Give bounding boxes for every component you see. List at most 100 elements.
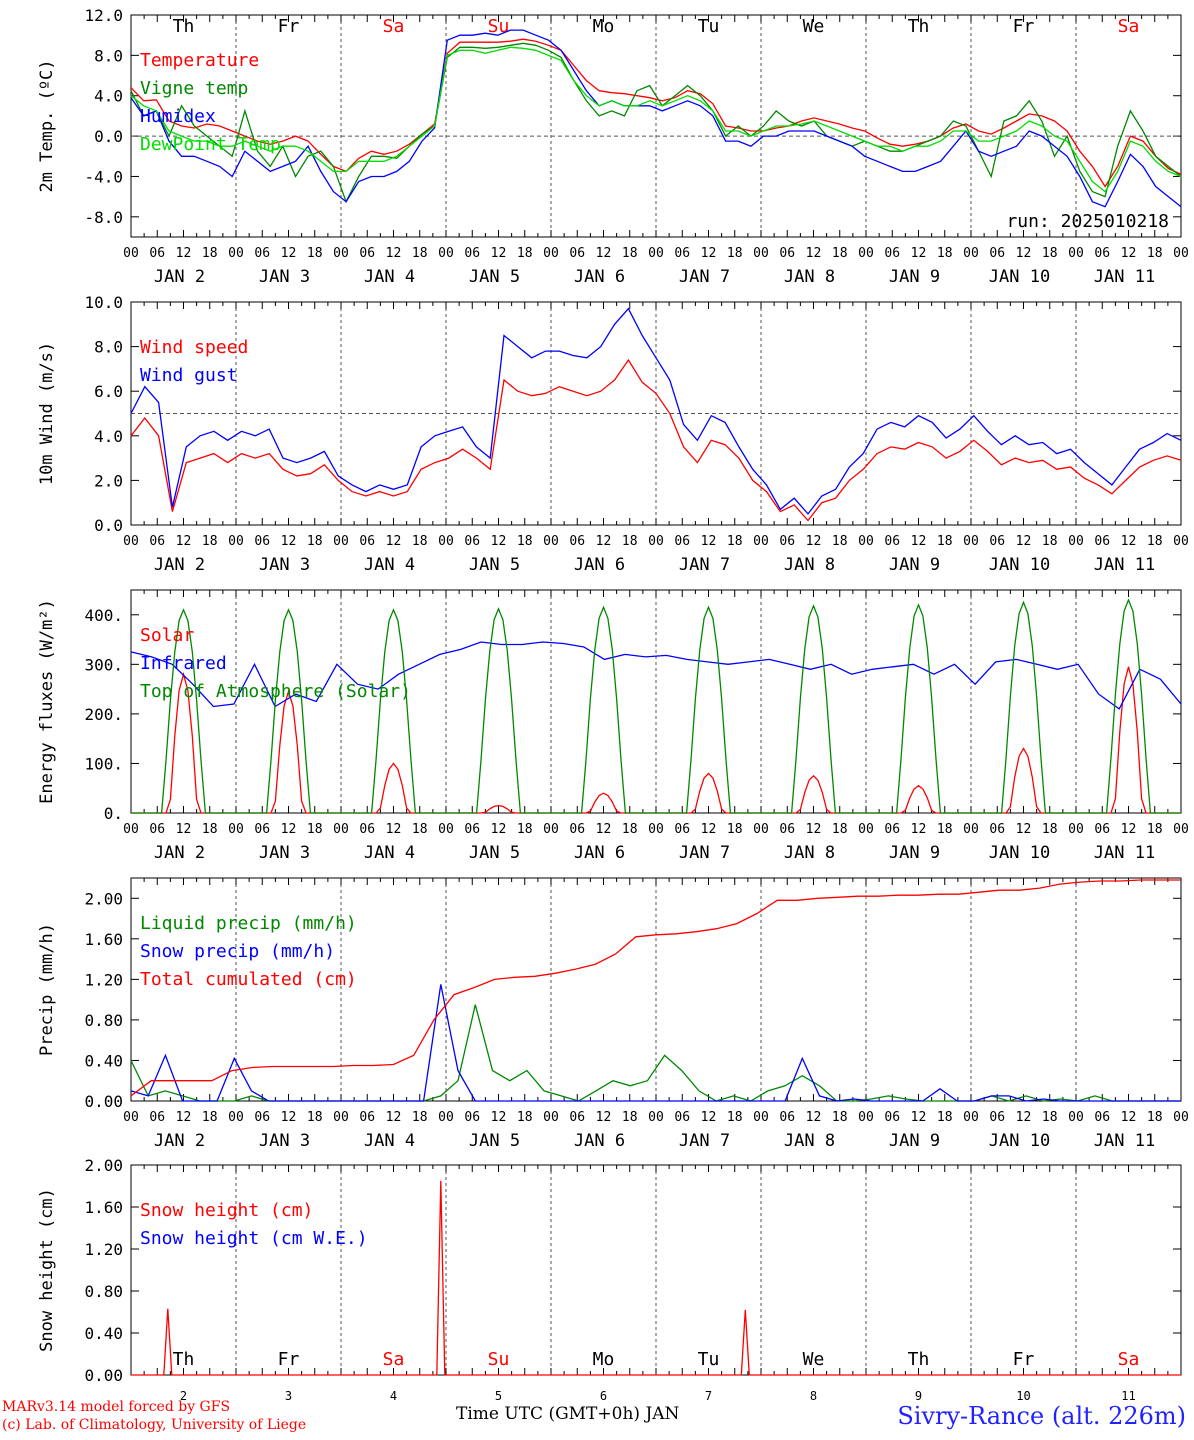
x-hour-label: 00 (963, 1110, 979, 1125)
x-hour-label: 00 (543, 822, 559, 837)
x-hour-label: 06 (674, 246, 690, 261)
y-axis-label: Snow height (cm) (37, 1188, 57, 1352)
weekday-label: Sa (383, 1349, 405, 1370)
y-tick-label: 0. (104, 804, 123, 823)
x-hour-label: 12 (176, 246, 192, 261)
x-hour-label: 18 (727, 1110, 743, 1125)
x-hour-label: 12 (386, 534, 402, 549)
x-hour-label: 18 (412, 822, 428, 837)
y-tick-label: 200. (84, 705, 123, 724)
x-hour-label: 06 (359, 822, 375, 837)
x-date-label: JAN 5 (469, 555, 520, 575)
lab-credit: (c) Lab. of Climatology, University of L… (2, 1417, 307, 1433)
x-hour-label: 06 (569, 1110, 585, 1125)
weekday-label: We (803, 1349, 825, 1370)
x-hour-label: 06 (254, 822, 270, 837)
legend-entry: Wind speed (140, 337, 248, 358)
x-hour-label: 18 (307, 1110, 323, 1125)
x-hour-label: 00 (228, 534, 244, 549)
x-hour-label: 06 (254, 534, 270, 549)
y-tick-label: 10.0 (84, 293, 123, 312)
x-date-label: JAN 4 (364, 555, 415, 575)
x-hour-label: 06 (779, 246, 795, 261)
weekday-label: Fr (1013, 16, 1035, 37)
x-date-label: JAN 7 (679, 843, 730, 863)
x-hour-label: 00 (123, 1110, 139, 1125)
x-hour-label: 00 (648, 534, 664, 549)
x-hour-label: 18 (307, 246, 323, 261)
x-hour-label: 06 (254, 1110, 270, 1125)
x-hour-label: 18 (202, 246, 218, 261)
legend-entry: DewPoint Temp (140, 134, 281, 155)
y-tick-label: 0.40 (84, 1051, 123, 1070)
x-hour-label: 12 (1016, 1110, 1032, 1125)
panel-3: 400. 300. 200. 100. 0. Energy fluxes (W/m²) 00… (37, 589, 1189, 863)
x-date-label: JAN 3 (259, 267, 310, 287)
x-hour-label: 18 (1042, 822, 1058, 837)
x-hour-label: 06 (1094, 534, 1110, 549)
x-hour-label: 00 (438, 1110, 454, 1125)
panel-4: 2.00 1.60 1.20 0.80 0.40 0.00 Precip (mm/h) 00 0… (37, 877, 1189, 1151)
station-title: Sivry-Rance (alt. 226m) (897, 1402, 1186, 1430)
x-date-label: JAN 7 (679, 555, 730, 575)
model-credit: MARv3.14 model forced by GFS (2, 1399, 231, 1415)
x-hour-label: 00 (753, 246, 769, 261)
x-hour-label: 18 (517, 246, 533, 261)
x-hour-label: 12 (1016, 534, 1032, 549)
weekday-label: Th (173, 1349, 195, 1370)
x-date-label: JAN 10 (989, 267, 1050, 287)
x-hour-label: 18 (202, 822, 218, 837)
x-hour-label: 12 (491, 246, 507, 261)
x-hour-label: 00 (1173, 1110, 1189, 1125)
x-hour-label: 06 (149, 1110, 165, 1125)
x-hour-label: 12 (911, 822, 927, 837)
y-tick-label: 400. (84, 606, 123, 625)
x-date-label: JAN 8 (784, 1131, 835, 1151)
y-tick-label: 1.20 (84, 1240, 123, 1259)
x-hour-label: 06 (884, 534, 900, 549)
weekday-label: Th (908, 16, 930, 37)
x-hour-label: 18 (727, 534, 743, 549)
x-date-label: JAN 11 (1094, 267, 1155, 287)
x-hour-label: 00 (648, 246, 664, 261)
x-hour-label: 18 (832, 1110, 848, 1125)
x-hour-label: 06 (569, 822, 585, 837)
x-date-label: JAN 2 (154, 555, 205, 575)
x-hour-label: 00 (858, 534, 874, 549)
series-line (130, 984, 1181, 1102)
x-hour-label: 12 (281, 1110, 297, 1125)
x-hour-label: 18 (832, 534, 848, 549)
x-day-tick-label: 3 (285, 1389, 292, 1403)
x-date-label: JAN 8 (784, 555, 835, 575)
x-hour-label: 18 (307, 534, 323, 549)
y-tick-label: 0.40 (84, 1324, 123, 1343)
x-date-label: JAN 10 (989, 1131, 1050, 1151)
x-hour-label: 18 (622, 534, 638, 549)
x-hour-label: 12 (491, 822, 507, 837)
weekday-label: Th (908, 1349, 930, 1370)
x-date-label: JAN 4 (364, 267, 415, 287)
x-date-label: JAN 9 (889, 267, 940, 287)
legend-entry: Snow height (cm W.E.) (140, 1228, 368, 1249)
x-hour-label: 18 (622, 822, 638, 837)
series-line (130, 38, 1182, 188)
x-hour-label: 06 (989, 534, 1005, 549)
x-date-label: JAN 6 (574, 555, 625, 575)
x-hour-label: 06 (254, 246, 270, 261)
x-hour-label: 18 (1042, 246, 1058, 261)
x-hour-label: 06 (149, 246, 165, 261)
x-hour-label: 18 (727, 246, 743, 261)
y-tick-label: 4.0 (94, 427, 123, 446)
y-axis-label: Energy fluxes (W/m²) (37, 599, 57, 804)
x-hour-label: 18 (622, 1110, 638, 1125)
x-hour-label: 06 (1094, 1110, 1110, 1125)
x-hour-label: 00 (333, 246, 349, 261)
x-hour-label: 00 (753, 534, 769, 549)
x-hour-label: 00 (1068, 246, 1084, 261)
x-hour-label: 18 (937, 246, 953, 261)
x-hour-label: 00 (858, 246, 874, 261)
x-hour-label: 12 (1121, 246, 1137, 261)
x-hour-label: 00 (333, 534, 349, 549)
x-hour-label: 12 (596, 246, 612, 261)
